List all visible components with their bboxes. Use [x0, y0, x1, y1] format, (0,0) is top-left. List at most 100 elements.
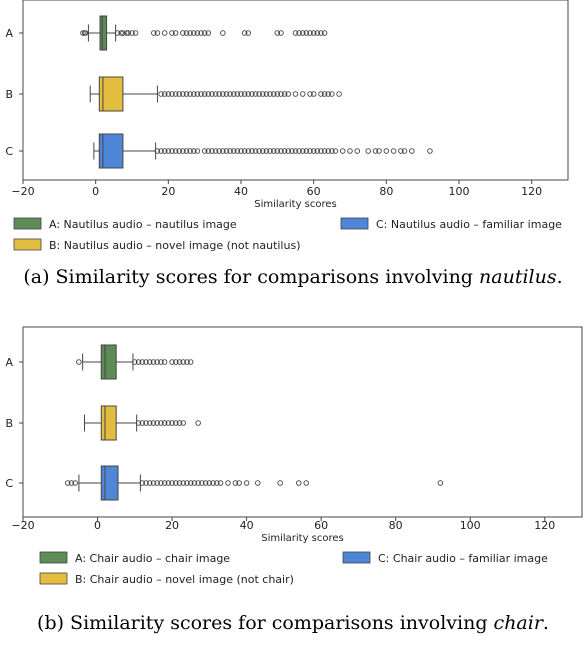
outlier-point — [325, 91, 331, 97]
x-tick-label: 100 — [449, 185, 470, 198]
outlier-point — [241, 30, 248, 36]
outlier-point — [321, 148, 328, 154]
legend-swatch-C — [340, 217, 369, 230]
caption-end: . — [557, 266, 563, 288]
outlier-point — [217, 480, 224, 486]
outlier-point — [172, 30, 179, 36]
x-tick-label: 0 — [92, 185, 99, 198]
legend-entry-B: B: Chair audio – novel image (not chair) — [75, 573, 294, 586]
outlier-point — [161, 148, 168, 154]
outlier-point — [135, 359, 142, 365]
outlier-point — [172, 91, 179, 97]
x-axis-label: Similarity scores — [261, 533, 344, 544]
outlier-point — [307, 148, 313, 154]
outlier-point — [118, 30, 124, 36]
outlier-point — [277, 480, 283, 486]
outlier-point — [234, 148, 241, 154]
outlier-point — [161, 91, 168, 97]
outlier-point — [169, 30, 175, 36]
outlier-point — [158, 359, 164, 365]
outlier-point — [260, 91, 266, 97]
caption-text: (a) Similarity scores for comparisons in… — [23, 266, 479, 288]
outlier-point — [220, 91, 226, 97]
outlier-point — [278, 30, 284, 36]
outlier-point — [150, 480, 157, 486]
outlier-point — [376, 148, 382, 154]
box-B — [98, 76, 124, 112]
outlier-point — [150, 420, 157, 426]
x-tick-label: 60 — [307, 185, 321, 198]
outlier-point — [332, 148, 339, 154]
outlier-point — [321, 30, 328, 36]
outlier-point — [205, 30, 212, 36]
outlier-point — [169, 480, 175, 486]
outlier-point — [278, 148, 284, 154]
x-tick-label: 0 — [94, 519, 101, 532]
outlier-point — [347, 148, 353, 154]
outlier-point — [180, 480, 186, 486]
outlier-point — [300, 148, 306, 154]
legend-swatch-A — [39, 551, 68, 564]
outlier-point — [365, 148, 371, 154]
y-tick-label: C — [5, 477, 13, 490]
legend-swatch-A — [13, 217, 42, 230]
x-tick-label: 100 — [460, 519, 481, 532]
outlier-point — [139, 359, 146, 365]
outlier-point — [245, 148, 252, 154]
outlier-point — [201, 91, 208, 97]
outlier-point — [232, 480, 239, 486]
outlier-point — [230, 91, 237, 97]
outlier-point — [243, 480, 250, 486]
outlier-point — [184, 359, 190, 365]
outlier-point — [249, 148, 255, 154]
outlier-point — [296, 148, 302, 154]
outlier-point — [270, 91, 277, 97]
outlier-point — [300, 91, 306, 97]
outlier-point — [230, 148, 237, 154]
outlier-point — [143, 480, 149, 486]
outlier-point — [270, 148, 277, 154]
outlier-point — [180, 148, 186, 154]
outlier-point — [209, 148, 215, 154]
outlier-point — [158, 91, 164, 97]
x-tick-label: −20 — [11, 519, 34, 532]
legend-swatch-B — [13, 238, 42, 251]
legend-entry-A: A: Chair audio – chair image — [75, 552, 230, 565]
outlier-point — [209, 91, 215, 97]
outlier-point — [236, 480, 242, 486]
outlier-point — [263, 91, 270, 97]
outlier-point — [135, 420, 142, 426]
outlier-point — [154, 480, 160, 486]
outlier-point — [401, 148, 408, 154]
outlier-point — [176, 420, 183, 426]
outlier-point — [194, 91, 201, 97]
outlier-point — [187, 148, 193, 154]
outlier-point — [372, 148, 379, 154]
outlier-point — [325, 148, 331, 154]
outlier-point — [289, 148, 295, 154]
outlier-point — [158, 420, 164, 426]
outlier-point — [310, 30, 317, 36]
x-tick-label: 60 — [314, 519, 328, 532]
x-tick-label: 80 — [379, 185, 393, 198]
outlier-point — [307, 30, 313, 36]
outlier-point — [201, 30, 208, 36]
legend-entry-A: A: Nautilus audio – nautilus image — [49, 218, 237, 231]
outlier-point — [314, 148, 321, 154]
outlier-point — [195, 420, 201, 426]
outlier-point — [198, 91, 204, 97]
outlier-point — [165, 420, 172, 426]
outlier-point — [336, 91, 342, 97]
outlier-point — [256, 148, 262, 154]
outlier-point — [274, 30, 281, 36]
outlier-point — [292, 30, 299, 36]
outlier-point — [143, 420, 149, 426]
box-A — [99, 15, 108, 51]
outlier-point — [220, 148, 226, 154]
outlier-point — [318, 148, 324, 154]
outlier-point — [191, 30, 197, 36]
x-tick-label: 120 — [521, 185, 542, 198]
legend-swatch-B — [39, 572, 68, 585]
outlier-point — [241, 148, 248, 154]
chart-b: −20 0 20 40 60 80 100 120 Similarity scores A B C A:… — [5, 326, 583, 634]
